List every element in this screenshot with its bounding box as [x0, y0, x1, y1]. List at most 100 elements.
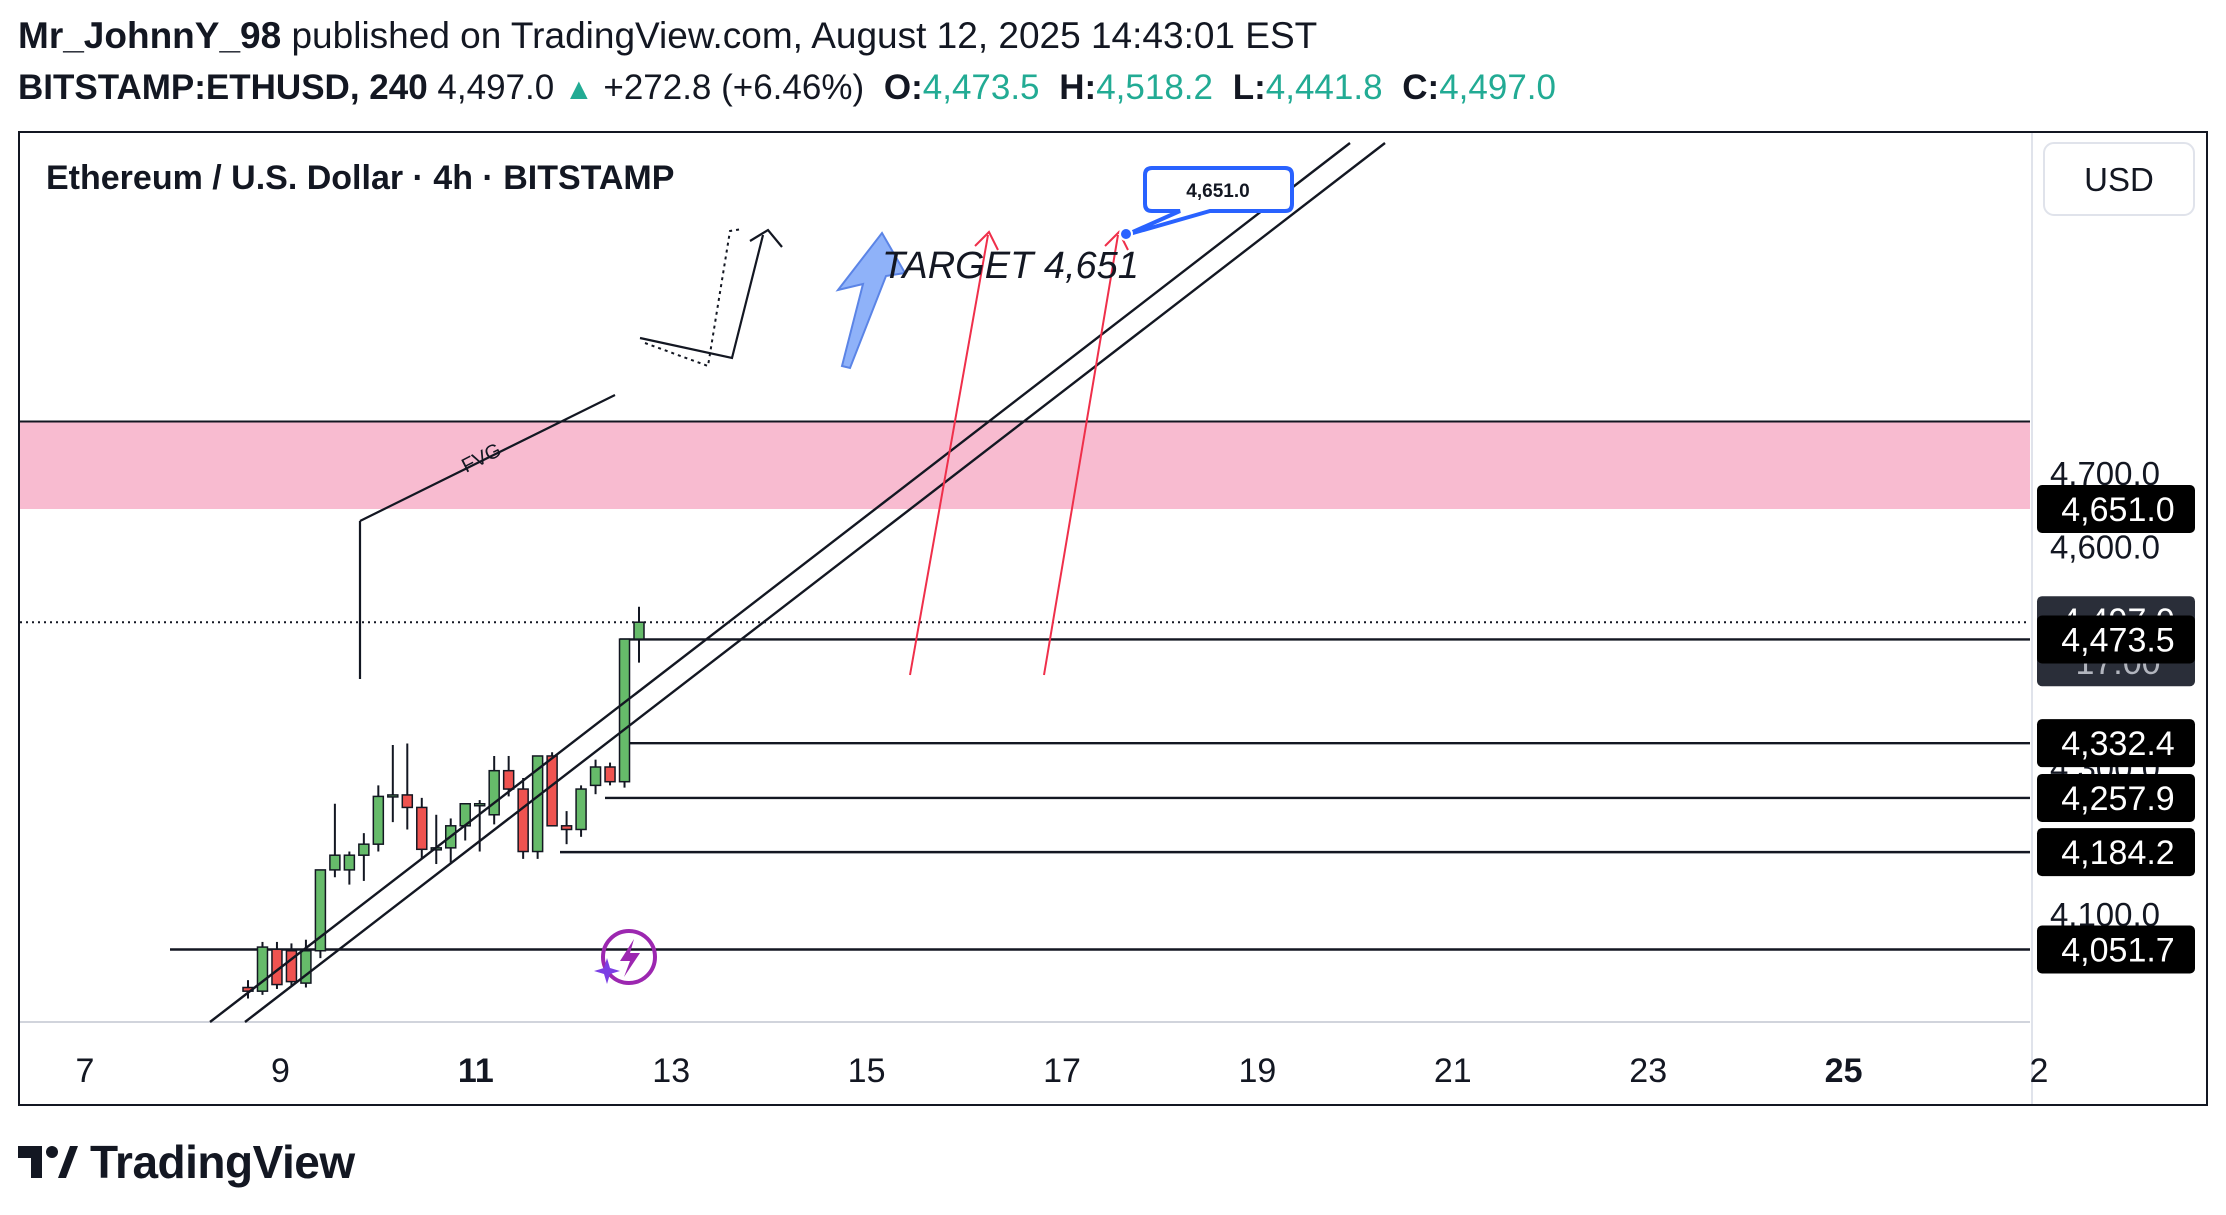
high-label: H:	[1059, 68, 1097, 107]
price-label[interactable]: 4,257.9	[2037, 773, 2195, 822]
x-tick-label: 19	[1238, 1052, 1276, 1090]
candle[interactable]	[343, 851, 356, 885]
blue-up-arrow[interactable]	[835, 231, 907, 370]
candle-body	[401, 794, 414, 809]
red-arrow-line[interactable]	[1043, 234, 1119, 676]
candle[interactable]	[517, 778, 529, 859]
close-value: 4,497.0	[1439, 68, 1556, 107]
channel-upper-line[interactable]	[209, 142, 1351, 1023]
candle[interactable]	[575, 785, 587, 837]
symbol-label: BITSTAMP:ETHUSD, 240	[18, 68, 428, 107]
candle[interactable]	[546, 752, 558, 827]
fvg-bracket[interactable]	[358, 394, 616, 679]
candle[interactable]	[416, 797, 428, 859]
low-label: L:	[1232, 68, 1266, 107]
x-tick-label: 17	[1043, 1052, 1081, 1090]
candle-body	[256, 946, 269, 992]
target-callout[interactable]	[1125, 166, 1294, 237]
candle[interactable]	[285, 943, 298, 987]
candle[interactable]	[271, 941, 283, 989]
author-name[interactable]: Mr_JohnnY_98	[18, 15, 282, 56]
candle-body	[517, 788, 529, 853]
candle-body	[329, 854, 341, 871]
candle[interactable]	[473, 800, 486, 852]
open-label: O:	[883, 68, 923, 107]
candle[interactable]	[589, 759, 602, 795]
candle-body	[604, 766, 616, 783]
candle-body	[473, 803, 486, 807]
candle[interactable]	[618, 638, 631, 788]
lightning-bolt-icon	[620, 939, 640, 977]
candle-body	[618, 638, 631, 783]
candle[interactable]	[430, 814, 443, 865]
price-label-text: 4,051.7	[2061, 932, 2174, 970]
candle-body	[314, 869, 327, 952]
price-label-text: 4,473.5	[2061, 621, 2174, 659]
candle[interactable]	[329, 803, 341, 878]
y-tick-label: 4,600.0	[2050, 529, 2160, 566]
candle-body	[560, 825, 573, 831]
target-anchor-point[interactable]	[1119, 227, 1133, 241]
chart-frame	[18, 131, 2208, 1106]
candle-body	[372, 795, 385, 845]
candle[interactable]	[314, 869, 327, 959]
chart-header: Mr_JohnnY_98 published on TradingView.co…	[18, 10, 2208, 116]
x-tick-label: 7	[76, 1052, 95, 1090]
currency-button[interactable]: USD	[2043, 142, 2195, 216]
candle[interactable]	[604, 762, 616, 786]
price-label[interactable]: 4,184.2	[2037, 828, 2195, 877]
chart-title: Ethereum / U.S. Dollar · 4h · BITSTAMP	[46, 159, 674, 197]
x-tick-label: 13	[652, 1052, 690, 1090]
candle[interactable]	[372, 785, 385, 852]
usd-button-box	[2043, 142, 2195, 216]
price-change: +272.8 (+6.46%)	[603, 68, 865, 107]
price-label-box	[2037, 615, 2195, 664]
price-label-box	[2037, 773, 2195, 822]
price-label[interactable]: 4,332.4	[2037, 719, 2195, 768]
price-label[interactable]: 4,051.7	[2037, 925, 2195, 974]
candle[interactable]	[387, 744, 399, 823]
red-arrow-line[interactable]	[909, 234, 989, 676]
candle-body	[343, 854, 356, 871]
price-label[interactable]: 4,651.0	[2037, 485, 2195, 534]
candle[interactable]	[633, 606, 645, 663]
sparkle-icon	[594, 958, 620, 984]
publish-info: Mr_JohnnY_98 published on TradingView.co…	[18, 10, 2208, 62]
tradingview-brand: TradingView	[90, 1136, 355, 1188]
x-tick-label: 25	[1825, 1052, 1863, 1090]
dotted-projection-path[interactable]	[644, 228, 743, 368]
candle-body	[589, 766, 602, 787]
candle-body	[285, 950, 298, 983]
price-chart[interactable]: Ethereum / U.S. Dollar · 4h · BITSTAMP F…	[20, 133, 2206, 1104]
candle-body	[387, 794, 399, 798]
x-tick-label: 21	[1434, 1052, 1472, 1090]
open-value: 4,473.5	[922, 68, 1040, 107]
target-text: TARGET 4,651	[882, 245, 1139, 287]
projection-path[interactable]	[639, 234, 765, 360]
candle-body	[488, 769, 500, 816]
high-value: 4,518.2	[1096, 68, 1213, 107]
price-label-text: 4,184.2	[2061, 834, 2174, 872]
usd-button-label: USD	[2084, 161, 2154, 198]
projection-arrowhead	[749, 228, 783, 248]
x-tick-label: 2	[2030, 1052, 2049, 1090]
channel-lower-line[interactable]	[244, 142, 1386, 1023]
candle-body	[300, 950, 312, 984]
candle[interactable]	[401, 743, 414, 830]
red-arrowhead	[974, 230, 999, 251]
candle[interactable]	[531, 755, 544, 859]
candle[interactable]	[358, 833, 370, 881]
price-label[interactable]: 4,473.5	[2037, 615, 2195, 664]
candle[interactable]	[502, 755, 515, 797]
candle-body	[358, 843, 370, 856]
candle-body	[531, 755, 544, 853]
candle[interactable]	[488, 755, 500, 825]
candle[interactable]	[256, 941, 269, 995]
lightning-badge-icon[interactable]	[594, 929, 657, 985]
price-label-text: 4,257.9	[2061, 780, 2174, 818]
ohlc-legend: BITSTAMP:ETHUSD, 240 4,497.0 ▲ +272.8 (+…	[18, 62, 2208, 116]
candle[interactable]	[560, 811, 573, 845]
price-label-text: 4,332.4	[2061, 725, 2174, 763]
target-zone[interactable]	[20, 421, 2030, 510]
footer: TradingView	[18, 1132, 355, 1192]
